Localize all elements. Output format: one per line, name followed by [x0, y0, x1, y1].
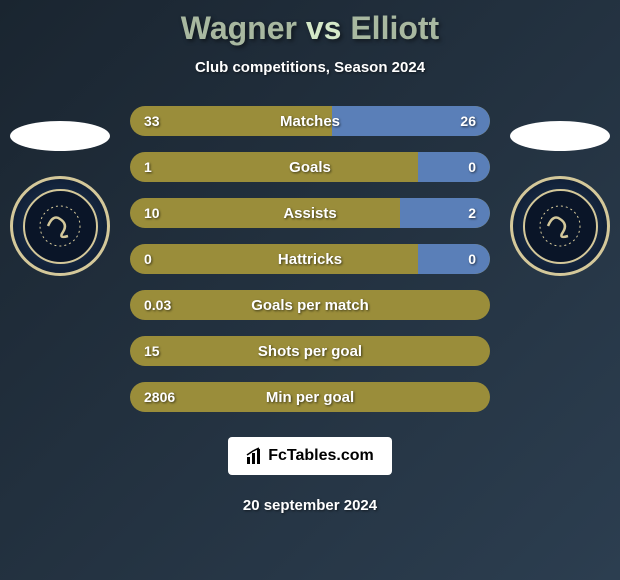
club-logo-inner [23, 189, 98, 264]
stat-label: Goals per match [130, 297, 490, 314]
stat-label: Hattricks [130, 251, 490, 268]
footer: FcTables.com 20 september 2024 [0, 437, 620, 514]
stat-value-right: 0 [468, 159, 476, 175]
brand-text: FcTables.com [268, 447, 374, 464]
stat-label: Matches [130, 113, 490, 130]
content-area: 33Matches261Goals010Assists20Hattricks00… [0, 106, 620, 412]
club-snake-icon [538, 204, 583, 249]
stat-label: Assists [130, 205, 490, 222]
player2-name: Elliott [350, 10, 439, 46]
stats-bars: 33Matches261Goals010Assists20Hattricks00… [130, 106, 490, 412]
stat-bar: 10Assists2 [130, 198, 490, 228]
stat-bar: 1Goals0 [130, 152, 490, 182]
player2-club-logo [510, 176, 610, 276]
stat-value-right: 0 [468, 251, 476, 267]
stat-value-right: 2 [468, 205, 476, 221]
header: Wagner vs Elliott Club competitions, Sea… [0, 0, 620, 76]
player2-badge-area [510, 121, 610, 276]
club-logo-inner [523, 189, 598, 264]
stat-bar: 0Hattricks0 [130, 244, 490, 274]
player1-badge-area [10, 121, 110, 276]
stat-bar: 15Shots per goal [130, 336, 490, 366]
chart-icon [246, 447, 264, 465]
page-title: Wagner vs Elliott [0, 10, 620, 47]
fctables-badge[interactable]: FcTables.com [228, 437, 392, 475]
stat-bar: 0.03Goals per match [130, 290, 490, 320]
player1-name: Wagner [181, 10, 297, 46]
stat-bar: 2806Min per goal [130, 382, 490, 412]
stat-bar: 33Matches26 [130, 106, 490, 136]
date-text: 20 september 2024 [0, 497, 620, 514]
club-snake-icon [38, 204, 83, 249]
vs-text: vs [306, 10, 342, 46]
player1-photo-placeholder [10, 121, 110, 151]
player2-photo-placeholder [510, 121, 610, 151]
stat-label: Shots per goal [130, 343, 490, 360]
subtitle: Club competitions, Season 2024 [0, 59, 620, 76]
stat-value-right: 26 [460, 113, 476, 129]
stat-label: Goals [130, 159, 490, 176]
stat-label: Min per goal [130, 389, 490, 406]
player1-club-logo [10, 176, 110, 276]
